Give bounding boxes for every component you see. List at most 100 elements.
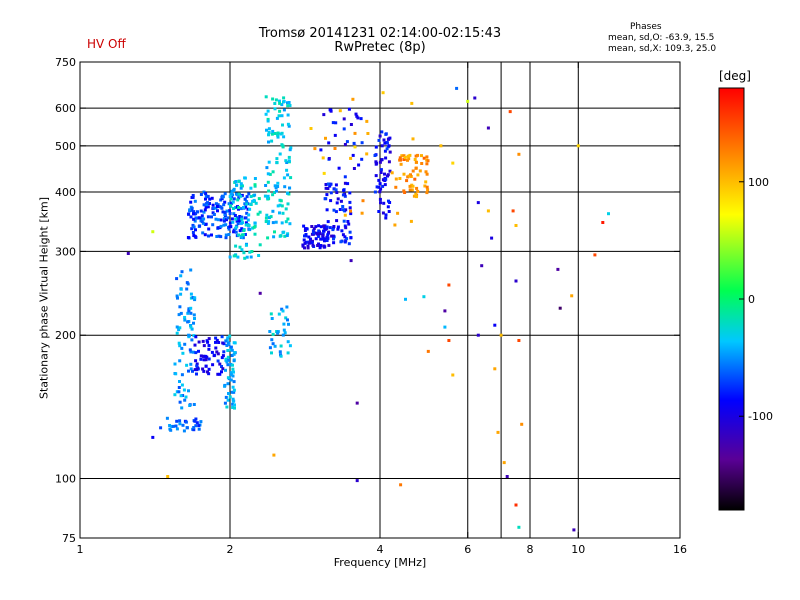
echo-point [202,354,205,358]
echo-point [198,224,202,228]
echo-point [414,192,418,196]
echo-point [354,112,358,116]
echo-point [184,420,188,424]
echo-point [195,368,199,372]
echo-point [607,212,610,216]
echo-point [307,235,311,239]
echo-point [511,209,515,213]
echo-point [194,417,198,421]
echo-point [422,295,426,299]
echo-point [282,322,286,326]
echo-point [399,162,403,166]
echo-point [282,328,286,332]
echo-point [192,426,196,429]
echo-point [264,95,268,99]
echo-point [246,207,250,211]
echo-point [177,313,181,317]
echo-point [268,330,272,333]
echo-point [228,212,232,215]
echo-point [343,235,347,239]
echo-point [246,218,250,222]
echo-point [327,157,331,160]
echo-point [173,362,177,366]
echo-point [217,234,221,238]
echo-point [184,395,188,399]
echo-point [288,344,292,348]
echo-point [332,241,336,245]
echo-point [230,201,234,205]
echo-point [336,197,340,201]
echo-point [216,203,220,207]
echo-point [275,330,279,333]
echo-point [194,359,198,363]
echo-point [426,188,430,192]
echo-point [230,390,234,394]
echo-point [493,323,497,327]
echo-point [283,331,287,335]
echo-point [243,256,247,260]
echo-point [339,240,343,244]
echo-point [254,201,258,205]
echo-point [189,200,193,204]
echo-point [236,255,240,259]
echo-point [180,346,184,350]
echo-point [286,173,290,177]
echo-point [286,101,289,105]
echo-point [190,206,194,210]
echo-point [365,152,369,156]
echo-point [229,373,233,377]
echo-point [275,157,279,161]
echo-point [385,147,389,151]
echo-point [348,230,352,234]
echo-point [244,243,248,247]
echo-point [319,244,323,247]
echo-point [242,229,246,232]
echo-point [373,154,377,157]
echo-point [286,351,290,355]
echo-point [242,206,245,209]
echo-point [414,166,418,170]
echo-point [240,248,244,252]
echo-point [211,223,215,227]
echo-point [351,97,355,101]
echo-point [228,395,232,399]
echo-point [377,210,381,213]
echo-point [286,191,290,195]
echo-point [222,223,226,227]
echo-point [310,241,314,245]
echo-point [193,317,196,320]
echo-point [593,253,597,257]
echo-point [214,217,218,221]
echo-point [517,339,521,342]
echo-point [233,403,236,407]
echo-point [201,221,205,225]
echo-point [165,416,169,420]
echo-point [281,333,285,337]
echo-point [232,254,236,258]
echo-point [179,394,183,398]
echo-point [422,156,426,160]
echo-point [222,219,226,223]
echo-point [228,225,232,229]
echo-point [420,162,424,165]
echo-point [326,237,330,241]
echo-point [347,242,351,246]
echo-point [192,225,196,229]
echo-point [264,112,268,116]
echo-point [247,224,251,228]
echo-point [380,130,384,134]
echo-point [232,230,236,234]
echo-point [273,344,277,348]
echo-point [179,292,183,296]
echo-point [232,352,236,356]
echo-point [271,97,275,101]
echo-point [203,208,207,212]
echo-point [177,390,181,394]
echo-point [276,204,280,208]
echo-point [244,221,248,225]
echo-point [223,192,227,196]
echo-point [601,221,605,224]
echo-point [191,369,194,373]
echo-point [285,168,289,172]
echo-point [326,220,330,224]
